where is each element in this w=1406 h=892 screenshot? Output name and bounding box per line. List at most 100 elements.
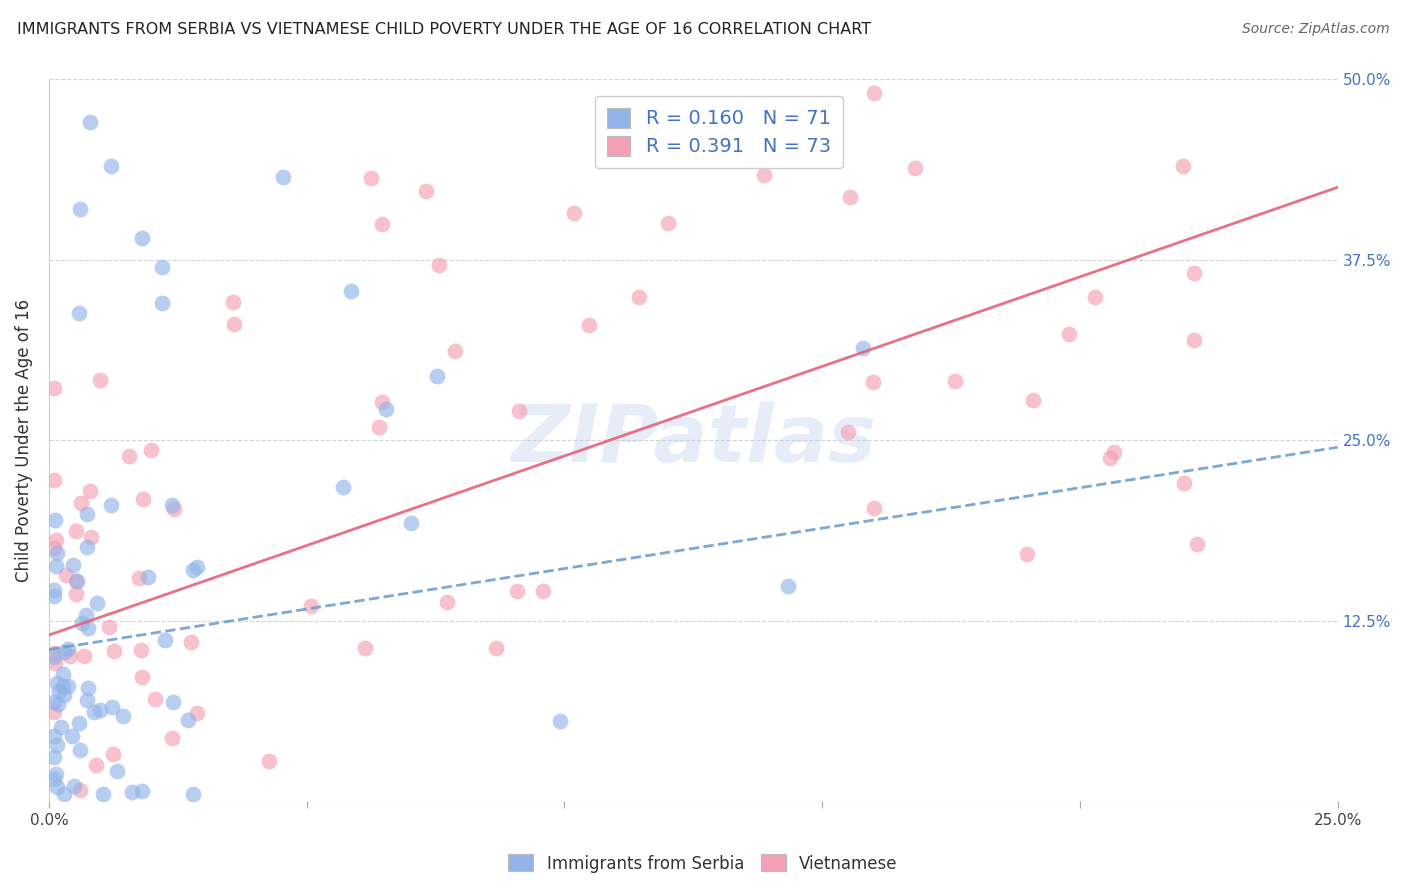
Point [578, 318, 600, 333]
Point [44, 513, 66, 527]
Point [45, 767, 67, 781]
Point [837, 425, 859, 440]
Point [163, 502, 186, 516]
Point [839, 190, 862, 204]
Point [42, 650, 65, 665]
Point [42, 695, 65, 709]
Point [1083, 290, 1105, 304]
Point [45, 780, 67, 794]
Point [143, 691, 166, 706]
Point [89, 373, 111, 387]
Text: Source: ZipAtlas.com: Source: ZipAtlas.com [1241, 22, 1389, 37]
Point [183, 563, 205, 577]
Point [1187, 537, 1209, 551]
Point [485, 641, 508, 656]
Point [42, 705, 65, 719]
Point [1182, 333, 1205, 347]
Point [186, 706, 208, 720]
Y-axis label: Child Poverty Under the Age of 16: Child Poverty Under the Age of 16 [15, 299, 32, 582]
Point [862, 87, 884, 101]
Point [564, 206, 586, 220]
Point [299, 599, 322, 613]
Point [271, 170, 294, 185]
Point [332, 479, 354, 493]
Point [180, 635, 202, 649]
Point [65, 524, 87, 539]
Point [444, 343, 467, 358]
Point [852, 341, 875, 355]
Point [76, 692, 98, 706]
Point [69, 743, 91, 757]
Point [75, 608, 97, 623]
Point [42, 583, 65, 598]
Point [45, 533, 67, 548]
Point [56, 642, 79, 657]
Point [52, 645, 75, 659]
Point [152, 295, 174, 310]
Point [67, 305, 90, 319]
Point [86, 597, 108, 611]
Point [186, 560, 208, 574]
Point [100, 159, 122, 173]
Point [131, 670, 153, 684]
Point [222, 317, 245, 331]
Point [52, 666, 75, 681]
Point [42, 772, 65, 786]
Point [44, 750, 66, 764]
Point [429, 258, 451, 272]
Point [508, 403, 530, 417]
Point [160, 731, 183, 745]
Point [76, 540, 98, 554]
Point [118, 449, 141, 463]
Point [131, 491, 153, 506]
Point [60, 729, 83, 743]
Point [69, 783, 91, 797]
Point [89, 703, 111, 717]
Point [162, 695, 184, 709]
Point [80, 530, 103, 544]
Point [73, 649, 96, 664]
Point [46, 739, 69, 753]
Point [259, 754, 281, 768]
Point [1099, 450, 1122, 465]
Point [62, 558, 84, 573]
Point [153, 632, 176, 647]
Point [79, 483, 101, 498]
Point [52, 788, 75, 802]
Point [752, 168, 775, 182]
Point [48, 683, 70, 698]
Point [1102, 445, 1125, 459]
Text: IMMIGRANTS FROM SERBIA VS VIETNAMESE CHILD POVERTY UNDER THE AGE OF 16 CORRELATI: IMMIGRANTS FROM SERBIA VS VIETNAMESE CHI… [17, 22, 870, 37]
Point [1057, 326, 1080, 341]
Point [131, 643, 153, 657]
Point [904, 161, 927, 175]
Point [53, 689, 76, 703]
Point [42, 729, 65, 743]
Point [426, 368, 449, 383]
Point [862, 500, 884, 515]
Point [83, 706, 105, 720]
Point [150, 260, 173, 274]
Point [177, 714, 200, 728]
Point [354, 640, 377, 655]
Point [943, 374, 966, 388]
Point [415, 184, 437, 198]
Point [360, 170, 382, 185]
Point [103, 644, 125, 658]
Point [862, 375, 884, 389]
Point [79, 115, 101, 129]
Point [46, 676, 69, 690]
Point [70, 615, 93, 630]
Point [97, 620, 120, 634]
Point [84, 757, 107, 772]
Point [1015, 547, 1038, 561]
Point [69, 495, 91, 509]
Point [76, 508, 98, 522]
Point [76, 621, 98, 635]
Point [1173, 476, 1195, 491]
Point [65, 574, 87, 589]
Point [46, 697, 69, 711]
Point [42, 646, 65, 660]
Point [52, 679, 75, 693]
Point [101, 700, 124, 714]
